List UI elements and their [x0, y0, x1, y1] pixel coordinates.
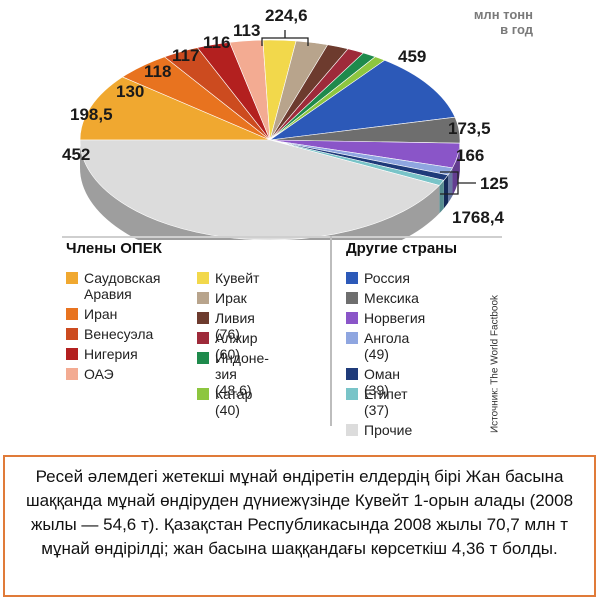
value-label-0: 452 [62, 145, 90, 164]
value-label-10: 166 [456, 146, 484, 165]
legend-others-item-3: Ангола (49) [346, 330, 409, 362]
legend-opec2-item-4: Индоне-зия (48,6) [197, 350, 269, 398]
source-text: Источник: The World Factbook [489, 294, 501, 434]
legend-others-label-5: Египет (37) [364, 386, 408, 418]
legend-opec1-label-1: Иран [84, 306, 118, 322]
pie-side-17 [80, 140, 440, 240]
value-label-11: 125 [480, 174, 508, 193]
bracket-125 [440, 171, 476, 195]
value-label-7: 224,6 [265, 6, 308, 25]
legend-opec2-label-4: Индоне-зия (48,6) [215, 350, 269, 398]
unit-label: млн тонн в год [453, 7, 533, 37]
legend-opec2-swatch-4 [197, 352, 209, 364]
legend-opec1-label-4: ОАЭ [84, 366, 114, 382]
value-label-2: 130 [116, 82, 144, 101]
legend-opec2-item-5: Катар (40) [197, 386, 252, 418]
legend-opec1-item-4: ОАЭ [66, 366, 114, 382]
legend-others-swatch-1 [346, 292, 358, 304]
legend-opec2-label-5: Катар (40) [215, 386, 253, 418]
legend-opec1-item-0: Саудовская Аравия [66, 270, 160, 302]
pie-side-16 [439, 180, 444, 214]
value-label-3: 118 [144, 62, 171, 81]
oil-production-figure: 452 198,5 130 118 117 116 113 224,6 459 173,5 166 1… [62, 6, 533, 438]
legend-others-swatch-5 [346, 388, 358, 400]
legend-others-swatch-0 [346, 272, 358, 284]
legend-opec2-swatch-1 [197, 292, 209, 304]
legend-opec2-swatch-0 [197, 272, 209, 284]
legend-others-item-0: Россия [346, 270, 410, 286]
caption-box: Ресей әлемдегі жетекші мұнай өндіретін е… [3, 455, 596, 597]
caption-text: Ресей әлемдегі жетекші мұнай өндіретін е… [25, 467, 574, 558]
legend-opec1-label-3: Нигерия [84, 346, 138, 362]
legend-opec1-label-2: Венесуэла [84, 326, 154, 342]
source-note: Источник: The World Factbook [487, 295, 503, 433]
legend-others-label-6: Прочие [364, 422, 413, 438]
legend-opec1-swatch-2 [66, 328, 78, 340]
pie-side-13 [452, 143, 460, 196]
value-label-12: 1768,4 [452, 208, 505, 227]
legend-others-swatch-4 [346, 368, 358, 380]
legend-opec2-swatch-5 [197, 388, 209, 400]
value-label-1: 198,5 [70, 105, 113, 124]
legend-others-swatch-6 [346, 424, 358, 436]
legend-opec1-swatch-3 [66, 348, 78, 360]
legend-opec1-swatch-1 [66, 308, 78, 320]
legend-opec2-swatch-3 [197, 332, 209, 344]
legend-opec1-item-3: Нигерия [66, 346, 138, 362]
legend-others-title: Другие страны [346, 240, 458, 257]
legend-opec: Члены ОПЕК [66, 240, 162, 257]
legend-opec1-item-1: Иран [66, 306, 117, 322]
legend-others-item-2: Норвегия [346, 310, 425, 326]
legend-others-label-0: Россия [364, 270, 410, 286]
unit-line-1: млн тонн [473, 7, 533, 22]
value-label-8: 459 [398, 47, 426, 66]
legend-others-item-6: Прочие [346, 422, 412, 438]
legend-others-item-5: Египет (37) [346, 386, 408, 418]
legend-opec1-swatch-4 [66, 368, 78, 380]
legend-opec2-swatch-2 [197, 312, 209, 324]
value-label-5: 116 [203, 33, 230, 52]
unit-line-2: в год [500, 22, 533, 37]
legend-others-item-1: Мексика [346, 290, 419, 306]
legend-others-label-4: Оман (39) [364, 366, 401, 398]
pie-slice-11 [269, 59, 456, 141]
legend-opec1-item-2: Венесуэла [66, 326, 153, 342]
legend-opec2-item-2: Ливия (76) [197, 310, 255, 342]
legend-others-label-3: Ангола (49) [364, 330, 410, 362]
legend-others-item-4: Оман (39) [346, 366, 400, 398]
pie-side-group [80, 140, 460, 240]
legend-opec2-item-1: Ирак [197, 290, 247, 306]
legend-opec1-label-0: Саудовская Аравия [84, 270, 161, 302]
legend-column-divider [330, 236, 332, 426]
value-label-9: 173,5 [448, 119, 491, 138]
legend-others-swatch-2 [346, 312, 358, 324]
value-label-4: 117 [172, 46, 199, 65]
legend-opec-title: Члены ОПЕК [66, 240, 162, 257]
legend-top-divider [62, 236, 502, 238]
legend-opec2-label-0: Кувейт [215, 270, 260, 286]
legend-others-label-1: Мексика [364, 290, 419, 306]
legend-opec2-label-3: Алжир (60) [215, 330, 258, 362]
legend-opec1-swatch-0 [66, 272, 78, 284]
legend-others-label-2: Норвегия [364, 310, 426, 326]
legend-others-swatch-3 [346, 332, 358, 344]
pie-slice-0 [79, 76, 271, 141]
pie-side-15 [443, 174, 449, 209]
bracket-224-6 [261, 30, 309, 46]
legend-opec2-item-0: Кувейт [197, 270, 259, 286]
legend-others: Другие страны [346, 240, 457, 257]
legend-opec2-label-2: Ливия (76) [215, 310, 255, 342]
pie-top-group [79, 39, 461, 240]
legend-opec2-label-1: Ирак [215, 290, 247, 306]
value-label-6: 113 [233, 21, 260, 40]
legend-opec2-item-3: Алжир (60) [197, 330, 257, 362]
